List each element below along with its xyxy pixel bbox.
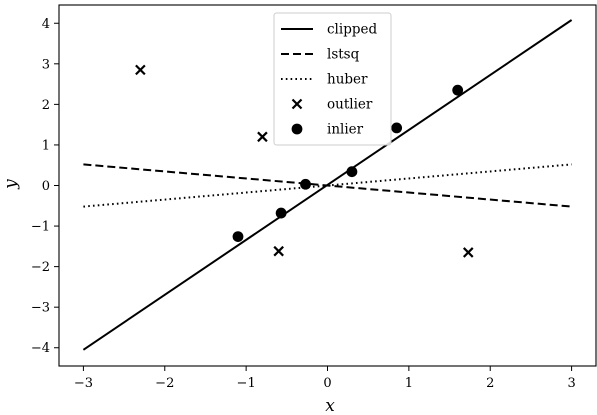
outlier-point-2	[273, 245, 284, 257]
y-tick-label: −2	[31, 260, 50, 275]
y-tick-label: 1	[42, 138, 50, 153]
x-axis-title: x	[325, 396, 335, 415]
legend-entry-outlier: outlier	[291, 97, 373, 113]
legend: clipped lstsq huber outlier inlier	[273, 12, 392, 146]
legend-entry-lstsq: lstsq	[281, 47, 360, 63]
y-tick-label: 4	[42, 17, 50, 32]
outlier-point-1	[257, 131, 268, 143]
y-tick-label: 3	[42, 57, 50, 72]
inlier-point-0	[232, 231, 244, 243]
legend-entry-huber: huber	[281, 72, 368, 88]
x-tick-label: 2	[486, 376, 494, 391]
y-tick-label: −4	[31, 341, 50, 356]
y-tick-label: 0	[42, 179, 50, 194]
y-tick-label: −3	[31, 301, 50, 316]
x-tick-label: 1	[405, 376, 413, 391]
x-tick-label: 0	[323, 376, 331, 391]
legend-entry-inlier: inlier	[291, 122, 364, 138]
legend-box	[273, 12, 392, 146]
x-tick-label: −3	[74, 376, 93, 391]
outlier-point-3	[462, 247, 474, 258]
legend-label-lstsq: lstsq	[327, 47, 360, 63]
inlier-point-1	[275, 207, 287, 219]
series-line-huber	[83, 163, 572, 208]
inlier-point-3	[346, 166, 358, 178]
x-tick-label: −1	[237, 376, 256, 391]
x-tick-label: −2	[155, 376, 174, 391]
legend-swatch-inlier	[291, 123, 303, 135]
legend-label-inlier: inlier	[327, 122, 364, 138]
legend-swatch-outlier	[291, 98, 303, 110]
outlier-point-0	[135, 64, 146, 76]
legend-entry-clipped: clipped	[281, 22, 377, 38]
y-axis-title: y	[1, 179, 21, 190]
y-tick-label: −1	[31, 220, 50, 235]
axes: −3 −2 −1 0 1 2 3 −4 −3 −2 −1 0 1 2 3 4	[31, 4, 597, 391]
y-tick-label: 2	[42, 98, 50, 113]
plot-area	[82, 19, 573, 351]
x-tick-label: 3	[567, 376, 575, 391]
inlier-point-5	[452, 84, 464, 96]
inlier-point-4	[391, 122, 403, 134]
legend-label-clipped: clipped	[327, 22, 377, 38]
inlier-point-2	[300, 178, 311, 190]
legend-label-outlier: outlier	[327, 97, 373, 113]
legend-label-huber: huber	[327, 72, 368, 88]
